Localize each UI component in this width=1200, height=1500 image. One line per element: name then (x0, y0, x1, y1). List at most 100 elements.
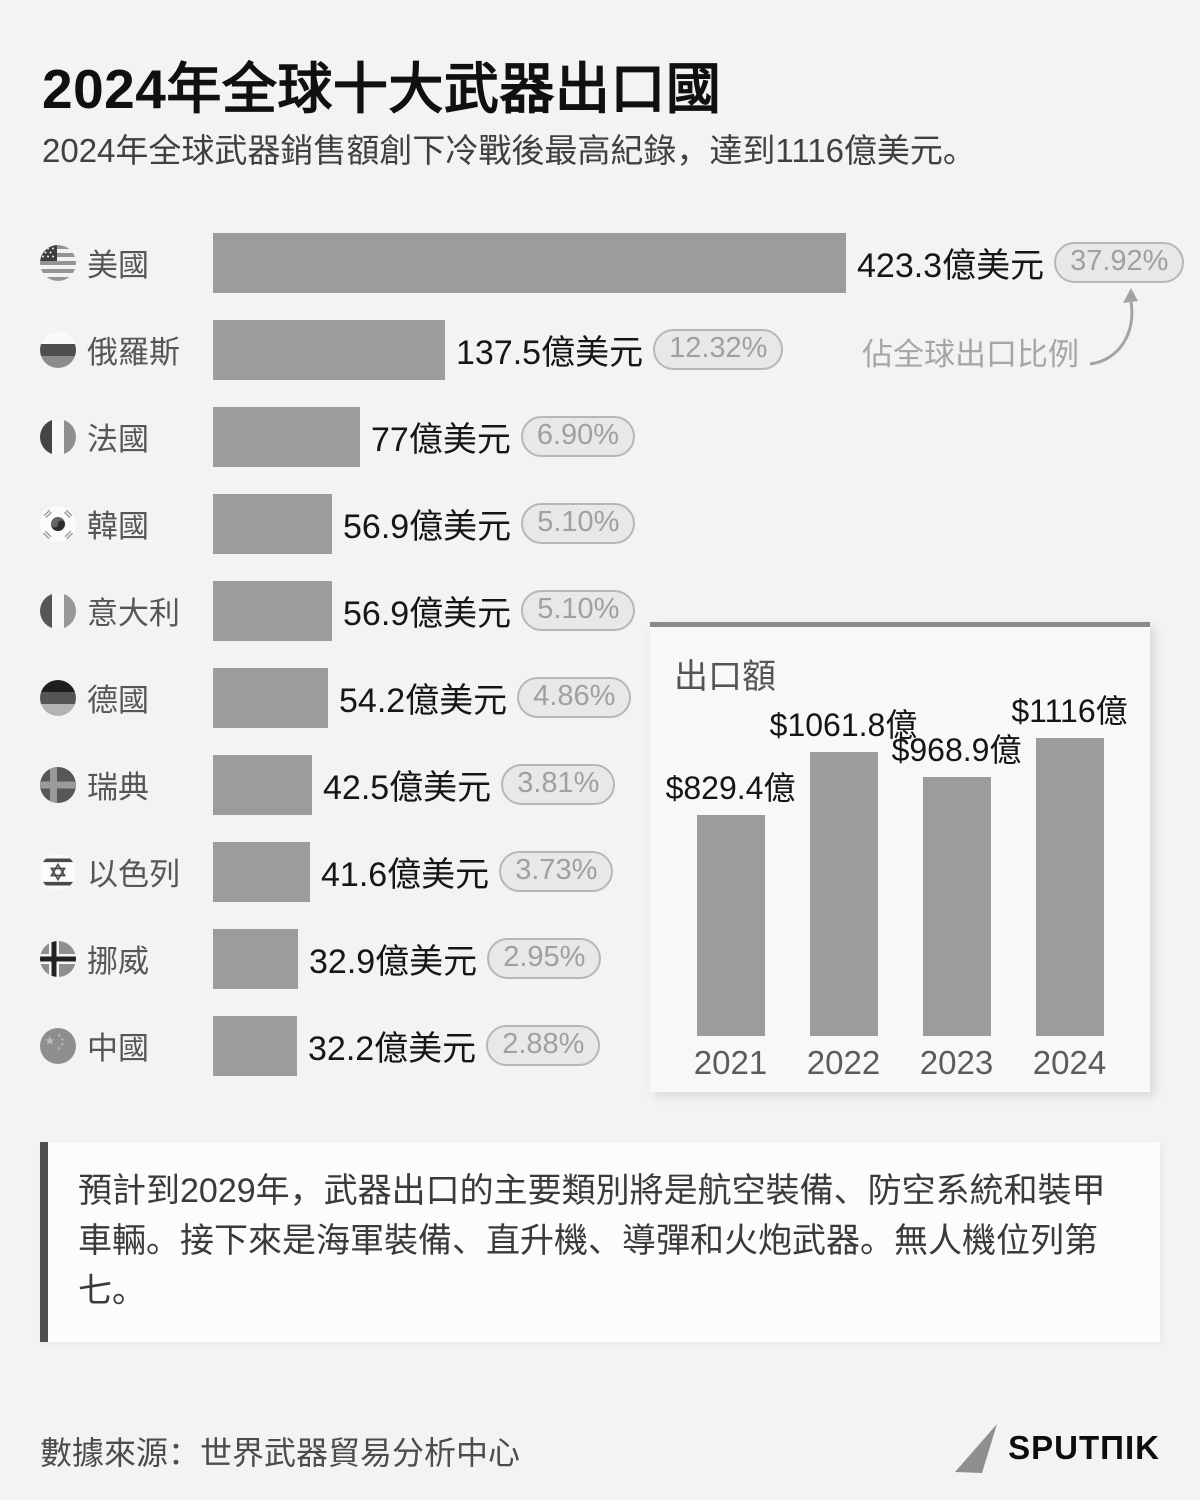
year-tick-label: 2022 (806, 1044, 881, 1081)
country-cell: ★ ★ ★ ★ ★ 中國 (40, 1023, 213, 1068)
value-label: 32.2億美元 (308, 1030, 477, 1068)
value-label: 56.9億美元 (343, 508, 512, 546)
table-row: ★ ★ ★ ★ ★ 中國 32.2億美元 2.88% (40, 1002, 1180, 1089)
bar-united-states (213, 232, 846, 293)
value-label: 41.6億美元 (321, 856, 490, 894)
year-column: $968.9億 2023 (892, 687, 1022, 1082)
value-label: 42.5億美元 (323, 769, 492, 807)
bar-2021 (696, 815, 765, 1036)
year-column: $829.4億 2021 (666, 687, 796, 1082)
svg-text:★: ★ (57, 1046, 62, 1052)
country-cell: 意大利 (40, 588, 213, 633)
germany-flag-icon (40, 679, 76, 716)
south-korea-flag-icon (40, 505, 76, 542)
table-row: 以色列 41.6億美元 3.73% (40, 828, 1180, 915)
value-label: 77億美元 (371, 421, 511, 459)
share-badge: 3.81% (501, 764, 616, 805)
bar-2023 (922, 777, 991, 1036)
united-states-flag-icon (40, 244, 76, 281)
bar-value-label: $968.9億 (891, 732, 1022, 768)
sputnik-triangle-icon (955, 1424, 998, 1473)
forecast-callout-box: 預計到2029年，武器出口的主要類別將是航空裝備、防空系統和裝甲車輛。接下來是海… (40, 1142, 1160, 1342)
country-cell: 法國 (40, 414, 213, 459)
bar-2024 (1035, 738, 1104, 1036)
norway-flag-icon (40, 940, 76, 977)
italy-flag-icon (40, 592, 76, 629)
country-cell: 瑞典 (40, 762, 213, 807)
value-label: 423.3億美元 (857, 247, 1045, 285)
year-tick-label: 2024 (1032, 1044, 1107, 1081)
country-cell: 韓國 (40, 501, 213, 546)
country-label: 美國 (87, 248, 149, 283)
country-label: 中國 (87, 1031, 149, 1066)
share-badge: 2.95% (487, 938, 602, 979)
bar-france (213, 406, 360, 467)
country-label: 瑞典 (87, 770, 149, 805)
panel-title: 出口額 (674, 658, 776, 696)
country-cell: 俄羅斯 (40, 327, 213, 372)
sputnik-logo: SPUTΠIK (953, 1422, 1160, 1474)
table-row: 意大利 56.9億美元 5.10% (40, 567, 1180, 654)
data-source-label: 數據來源：世界武器貿易分析中心 (40, 1435, 521, 1471)
table-row: 挪威 32.9億美元 2.95% (40, 915, 1180, 1002)
table-row: 德國 54.2億美元 4.86% (40, 654, 1180, 741)
value-label: 56.9億美元 (343, 595, 512, 633)
year-tick-label: 2023 (919, 1044, 994, 1081)
bar-russia (213, 319, 445, 380)
country-label: 挪威 (87, 944, 149, 979)
bar-2022 (809, 752, 878, 1036)
bar-sweden (213, 754, 312, 815)
forecast-text: 預計到2029年，武器出口的主要類別將是航空裝備、防空系統和裝甲車輛。接下來是海… (78, 1172, 1106, 1310)
sweden-flag-icon (40, 766, 76, 803)
value-label: 32.9億美元 (309, 943, 478, 981)
page-title: 2024年全球十大武器出口國 (42, 58, 722, 120)
sputnik-wordmark: SPUTΠIK (1008, 1429, 1160, 1466)
table-row: 韓國 56.9億美元 5.10% (40, 480, 1180, 567)
top10-exporters-chart: 美國 423.3億美元 37.92% 俄羅斯 137.5億美元 12.32% (40, 219, 1185, 1089)
china-flag-icon: ★ ★ ★ ★ ★ (40, 1027, 76, 1064)
year-column: $1061.8億 2022 (770, 687, 918, 1082)
country-label: 意大利 (87, 596, 180, 631)
bar-value-label: $829.4億 (665, 770, 796, 806)
curved-arrow-icon (1089, 288, 1138, 366)
country-label: 俄羅斯 (87, 335, 180, 370)
share-badge: 37.92% (1054, 242, 1185, 283)
svg-text:★: ★ (57, 1033, 62, 1039)
country-label: 法國 (87, 422, 149, 457)
table-row: 俄羅斯 137.5億美元 12.32% (40, 306, 1180, 393)
table-row: 美國 423.3億美元 37.92% (40, 219, 1185, 306)
bar-china (213, 1015, 297, 1076)
table-row: 瑞典 42.5億美元 3.81% (40, 741, 1180, 828)
israel-flag-icon (40, 853, 76, 890)
country-cell: 德國 (40, 675, 213, 720)
svg-text:★: ★ (44, 1033, 56, 1048)
bar-value-label: $1116億 (1011, 693, 1128, 729)
export-trend-chart: $829.4億 2021 $1061.8億 2022 $968.9億 2023 … (666, 687, 1128, 1082)
share-annotation-label: 佔全球出口比例 (862, 337, 1079, 372)
country-cell: 挪威 (40, 936, 213, 981)
value-label: 137.5億美元 (456, 334, 644, 372)
country-cell: 以色列 (40, 849, 213, 894)
bar-germany (213, 667, 328, 728)
bar-italy (213, 580, 332, 641)
svg-text:★: ★ (60, 1042, 65, 1048)
year-column: $1116億 2024 (1011, 687, 1128, 1082)
share-badge: 12.32% (653, 329, 784, 370)
country-label: 韓國 (87, 509, 149, 544)
france-flag-icon (40, 418, 76, 455)
country-label: 以色列 (87, 857, 180, 892)
bar-value-label: $1061.8億 (769, 707, 918, 743)
export-trend-panel: 出口額 $829.4億 2021 $1061.8億 2022 $968.9億 2… (650, 622, 1150, 1092)
share-badge: 2.88% (486, 1025, 601, 1066)
bar-south-korea (213, 493, 332, 554)
share-badge: 3.73% (499, 851, 614, 892)
share-badge: 4.86% (517, 677, 632, 718)
bar-norway (213, 928, 298, 989)
svg-text:★: ★ (60, 1037, 65, 1043)
country-cell: 美國 (40, 240, 213, 285)
bar-israel (213, 841, 310, 902)
year-tick-label: 2021 (693, 1044, 768, 1081)
share-badge: 6.90% (520, 416, 636, 457)
share-badge: 5.10% (521, 503, 636, 544)
